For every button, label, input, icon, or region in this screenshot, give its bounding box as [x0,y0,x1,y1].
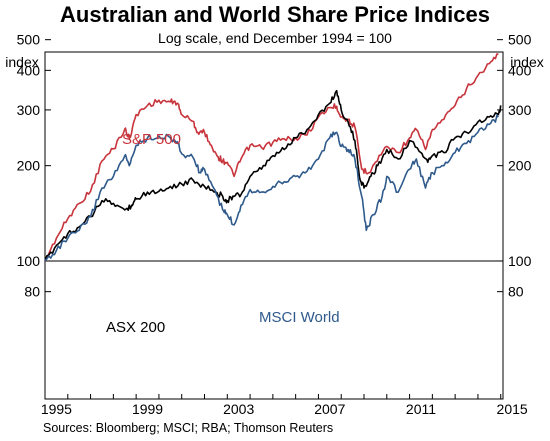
y-axis-unit-left: index [5,54,38,70]
series-label-sp500: S&P 500 [122,131,181,148]
y-tick-label-left: 200 [17,158,41,174]
series-line-msci [44,114,499,262]
x-tick-label: 2003 [223,401,254,417]
y-tick-label-left: 300 [17,102,41,118]
y-tick-label-left: 400 [17,62,41,78]
source-note: Sources: Bloomberg; MSCI; RBA; Thomson R… [43,421,334,435]
y-tick-label-right: 200 [508,158,532,174]
chart-subtitle: Log scale, end December 1994 = 100 [158,30,392,46]
series-label-msci: MSCI World [259,309,340,326]
series-line-sp500 [44,53,499,262]
y-tick-label-right: 400 [508,62,532,78]
y-tick-label-left: 80 [24,284,40,300]
y-axis-unit-right: index [510,54,543,70]
y-tick-label-right: 100 [508,253,532,269]
x-tick-label: 1995 [41,401,72,417]
plot-frame [44,51,504,400]
y-tick-label-left: 500 [17,32,41,48]
chart-title: Australian and World Share Price Indices [60,2,490,27]
y-tick-label-left: 100 [17,253,41,269]
y-tick-label-right: 80 [508,284,524,300]
x-tick-label: 2011 [406,401,436,417]
x-tick-label: 2015 [497,401,528,417]
series-line-asx200 [44,89,502,262]
x-tick-label: 1999 [132,401,163,417]
series-label-asx200: ASX 200 [106,319,165,336]
y-tick-label-right: 500 [508,32,532,48]
y-tick-label-right: 300 [508,102,532,118]
x-tick-label: 2007 [314,401,345,417]
